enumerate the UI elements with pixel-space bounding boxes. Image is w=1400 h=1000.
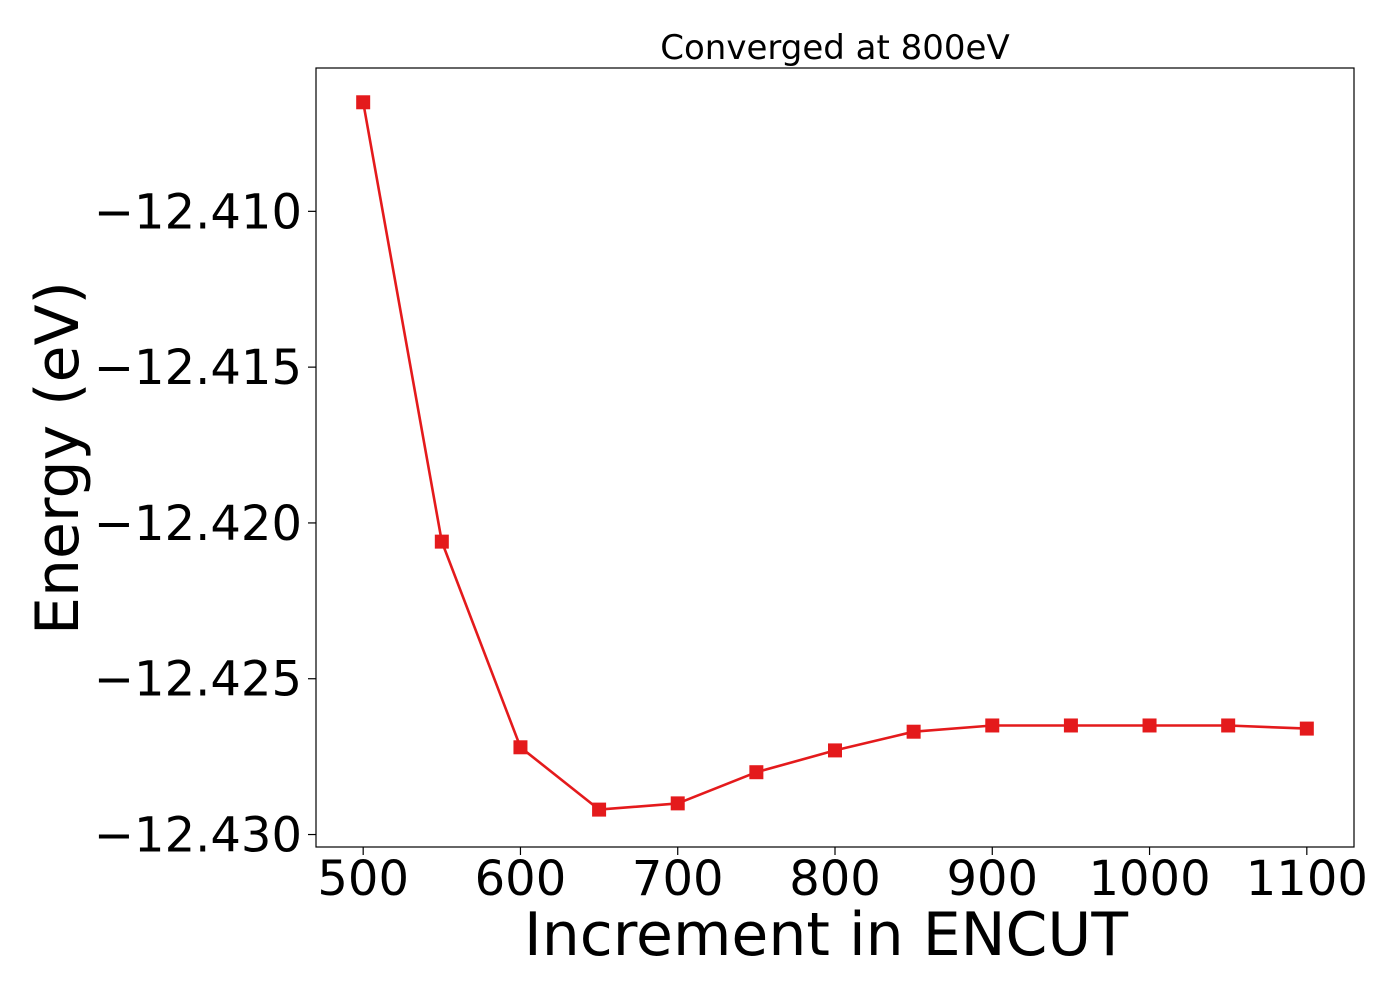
x-tick-label: 600 [475,851,567,907]
x-tick-label: 700 [632,851,724,907]
data-point [592,802,607,817]
data-point [828,743,842,758]
data-point [749,765,764,780]
x-tick-label: 900 [946,851,1038,907]
data-point [434,534,449,549]
data-point [985,718,1000,733]
x-tick-label: 500 [317,851,409,907]
y-tick-label: −12.430 [94,808,302,864]
y-tick-label: −12.420 [94,496,302,552]
data-point [513,740,528,755]
data-point [906,724,921,739]
x-tick-label: 1000 [1088,851,1210,907]
data-point [670,796,685,811]
x-tick-label: 800 [789,851,881,907]
chart-title: Converged at 800eV [660,28,1009,68]
data-point [1221,718,1236,733]
plot-area [315,67,1355,848]
x-tick-label: 1100 [1246,851,1368,907]
y-tick-label: −12.410 [94,184,302,240]
y-tick-label: −12.425 [94,652,302,708]
data-point [1142,718,1157,733]
series-layer [356,95,1314,817]
y-axis: −12.410 −12.415 −12.420 −12.425 −12.430 [94,184,316,864]
x-axis-title: Increment in ENCUT [524,900,1128,970]
data-point [1299,721,1314,736]
x-axis: 500 600 700 800 900 1000 1100 [317,847,1368,907]
y-axis-title: Energy (eV) [23,281,93,635]
series-line [361,102,1307,811]
y-tick-label: −12.415 [94,340,302,396]
data-point [356,95,371,110]
data-point [1063,718,1078,733]
